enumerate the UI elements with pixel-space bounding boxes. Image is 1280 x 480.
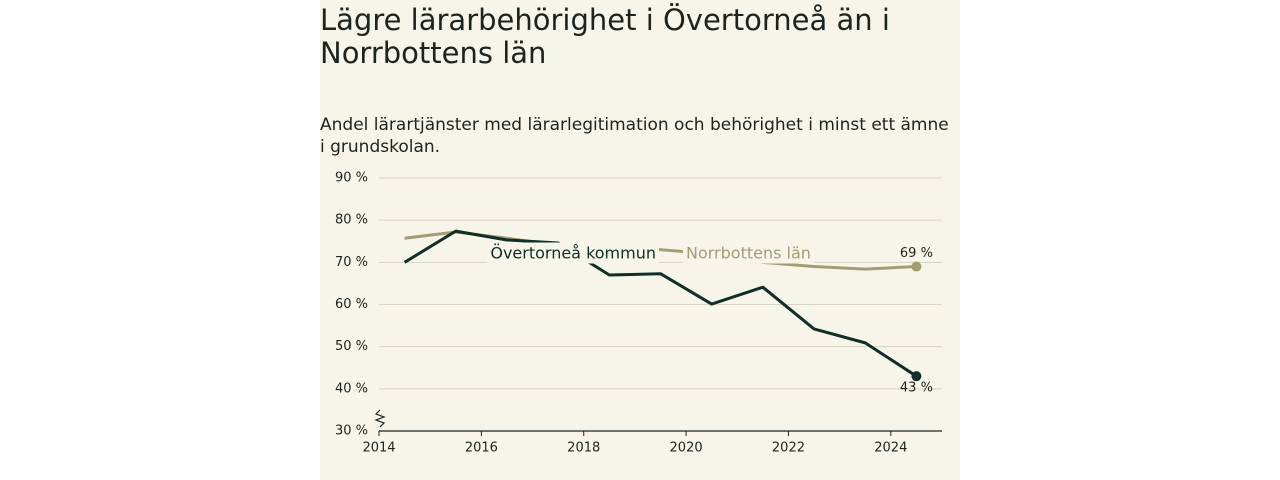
series-line	[404, 230, 917, 271]
label-background	[487, 242, 659, 264]
y-tick-label: 80 %	[335, 213, 368, 228]
end-point	[911, 371, 922, 382]
y-tick-label: 60 %	[335, 297, 368, 312]
y-tick-label: 90 %	[335, 171, 368, 186]
y-tick-label: 40 %	[335, 381, 368, 396]
value-label: 43 %	[900, 381, 933, 396]
series-label: Norrbottens län	[686, 244, 811, 263]
y-tick-label: 30 %	[335, 424, 368, 439]
chart-title: Lägre lärarbehörighet i Övertorneå än i …	[320, 3, 890, 70]
x-tick-label: 2020	[670, 441, 703, 456]
x-tick-label: 2022	[772, 441, 805, 456]
panel	[320, 0, 960, 480]
chart-subtitle: Andel lärartjänster med lärarlegitimatio…	[320, 115, 949, 157]
series-label: Övertorneå kommun	[490, 244, 656, 263]
y-tick-label: 50 %	[335, 339, 368, 354]
value-label: 69 %	[900, 246, 933, 261]
x-tick-label: 2014	[362, 441, 395, 456]
x-tick-label: 2024	[874, 441, 907, 456]
y-tick-label: 70 %	[335, 255, 368, 270]
axis-break	[374, 409, 386, 428]
x-tick-label: 2016	[465, 441, 498, 456]
series-line	[403, 229, 918, 378]
end-point	[911, 261, 922, 272]
x-tick-label: 2018	[567, 441, 600, 456]
label-background	[683, 242, 814, 264]
